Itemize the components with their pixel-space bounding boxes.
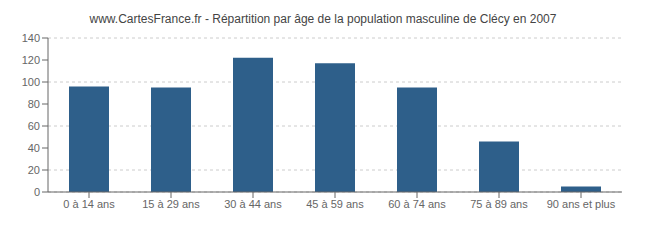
html-text:www.CartesFrance.fr - Répartit: www.CartesFrance.fr - Répartition par âg… [89,12,557,26]
svg-text:30 à 44 ans: 30 à 44 ans [224,198,282,210]
svg-text:120: 120 [22,54,40,66]
svg-text:60: 60 [28,120,40,132]
svg-text:60 à 74 ans: 60 à 74 ans [388,198,446,210]
svg-text:80: 80 [28,98,40,110]
svg-text:20: 20 [28,164,40,176]
svg-text:40: 40 [28,142,40,154]
svg-text:90 ans et plus: 90 ans et plus [547,198,616,210]
svg-text:0: 0 [34,186,40,198]
svg-text:0 à 14 ans: 0 à 14 ans [63,198,115,210]
svg-text:100: 100 [22,76,40,88]
svg-text:75 à 89 ans: 75 à 89 ans [470,198,528,210]
svg-text:140: 140 [22,32,40,44]
svg-text:15 à 29 ans: 15 à 29 ans [142,198,200,210]
svg-text:45 à 59 ans: 45 à 59 ans [306,198,364,210]
